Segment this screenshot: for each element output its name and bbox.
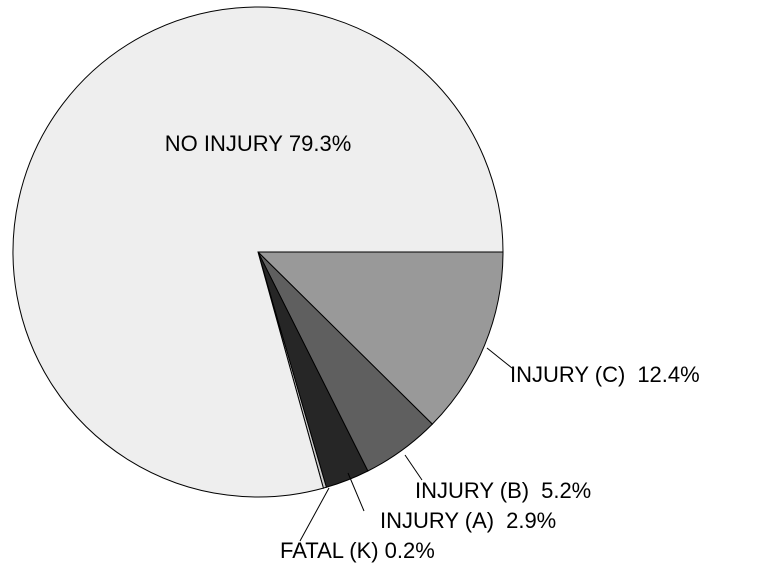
leader-line	[486, 347, 513, 369]
pie-slice	[256, 251, 504, 425]
slice-label: NO INJURY 79.3%	[165, 131, 352, 156]
slice-category: INJURY (B)	[415, 478, 529, 503]
slice-category: INJURY (A)	[380, 508, 494, 533]
leader-line	[299, 487, 330, 542]
slice-label: INJURY (A) 2.9%	[380, 508, 556, 533]
slice-value-label: 5.2%	[541, 478, 591, 503]
slice-category: NO INJURY	[165, 131, 283, 156]
slice-category: FATAL (K)	[280, 538, 379, 563]
slice-label: INJURY (B) 5.2%	[415, 478, 591, 503]
slice-value-label: 2.9%	[506, 508, 556, 533]
leader-line	[347, 472, 365, 512]
pie-slice	[12, 6, 504, 498]
slice-label: INJURY (C) 12.4%	[510, 362, 700, 387]
slice-label: FATAL (K) 0.2%	[280, 538, 435, 563]
slice-category: INJURY (C)	[510, 362, 625, 387]
slice-value-label: 79.3%	[289, 131, 351, 156]
slice-value-label: 12.4%	[637, 362, 699, 387]
slice-value-label: 0.2%	[385, 538, 435, 563]
leader-line	[404, 454, 423, 481]
